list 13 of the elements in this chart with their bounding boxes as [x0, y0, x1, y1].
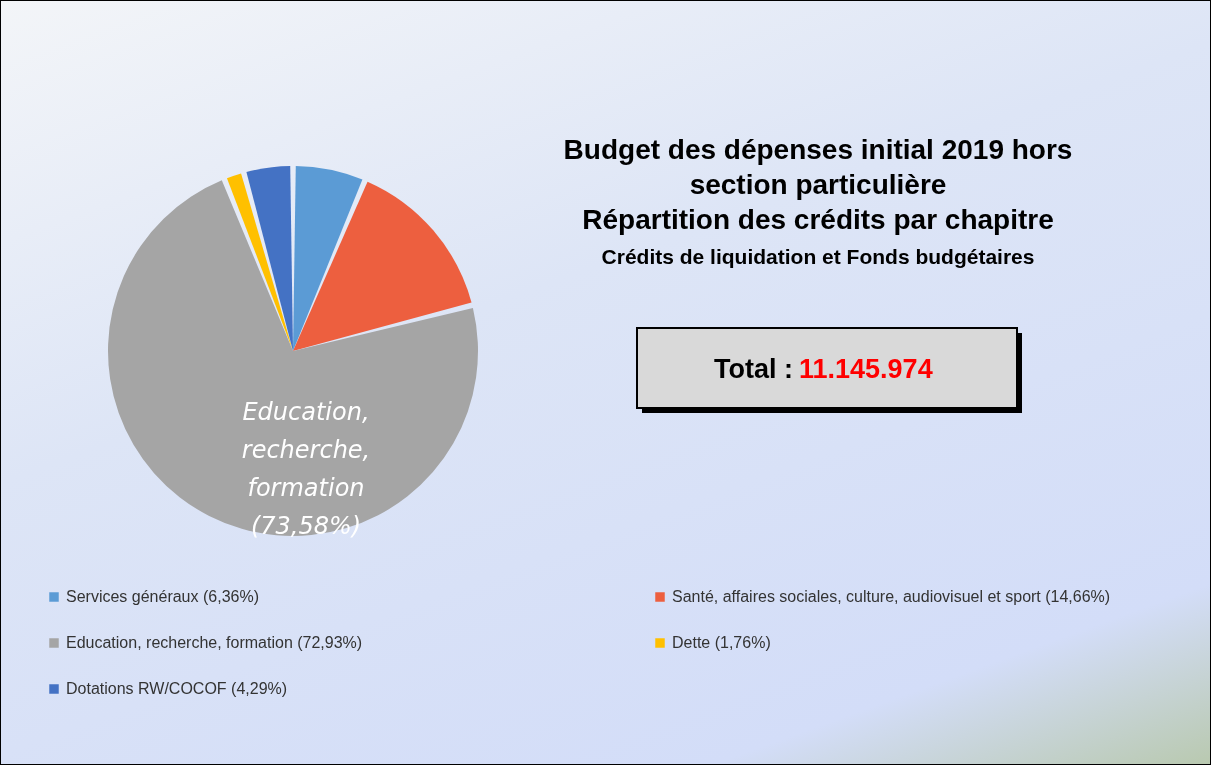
legend-label: Services généraux (6,36%): [66, 588, 259, 605]
legend-label: Dotations RW/COCOF (4,29%): [66, 680, 288, 697]
pie-slice: [246, 166, 293, 351]
chart-title: Budget des dépenses initial 2019 hors section particulière Répartition des crédits par chapitre: [563, 134, 1073, 235]
pie-slice: [293, 166, 363, 351]
legend-label: Dette (1,76%): [672, 634, 771, 651]
text: Total : 11.145.974: [714, 354, 933, 384]
text: Education, recherche, formation (73,58%): [241, 398, 371, 540]
legend-label: Education, recherche, formation (72,93%): [66, 634, 363, 651]
pie-slice: [226, 173, 293, 351]
legend-label: Santé, affaires sociales, culture, audiovisuel et sport (14,66%): [672, 588, 1111, 605]
pie-slice: [293, 181, 472, 351]
text: Crédits de liquidation et Fonds budgétaires: [601, 245, 1035, 268]
